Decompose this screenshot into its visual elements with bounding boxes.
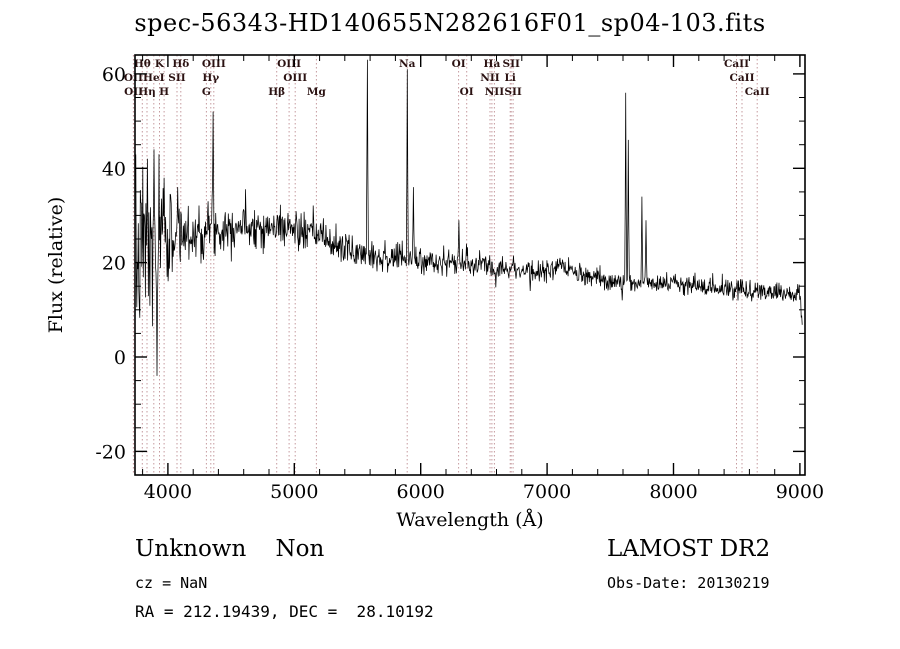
marker-label: OI [452,58,466,70]
marker-label: OII [124,86,143,98]
marker-label: Hθ [134,58,151,70]
marker-label: G [202,86,211,98]
marker-label: K [155,58,165,70]
marker-label: NII [485,86,505,98]
redshift-label: cz = NaN [135,574,208,592]
marker-label: CaII [745,86,770,98]
x-axis-title: Wavelength (Å) [396,509,543,531]
obs-date-label: Obs-Date: 20130219 [607,574,770,592]
y-tick-label: -20 [95,441,126,463]
marker-label: H [159,86,169,98]
marker-label: CaII [724,58,749,70]
marker-label: HeI [143,72,165,84]
marker-label: Mg [307,86,327,98]
marker-label: CaII [730,72,755,84]
plot-title: spec-56343-HD140655N282616F01_sp04-103.f… [134,9,766,37]
y-tick-label: 40 [102,158,126,180]
x-tick-label: 6000 [397,481,445,503]
marker-label: OII [124,72,143,84]
marker-label: SII [502,58,519,70]
marker-label: Li [505,72,516,84]
x-tick-label: 4000 [144,481,192,503]
plot-frame [134,54,806,476]
marker-label: NII [480,72,500,84]
marker-label: Hβ [268,86,285,98]
y-tick-label: 60 [102,64,126,86]
marker-label: SII [168,72,185,84]
spectrum-trace [135,59,803,376]
x-tick-label: 8000 [649,481,697,503]
marker-label: OIII [283,72,307,84]
marker-label: Hδ [172,58,189,70]
survey-label: LAMOST DR2 [607,536,771,562]
marker-label: OIII [277,58,301,70]
x-tick-label: 7000 [523,481,571,503]
x-tick-label: 9000 [776,481,824,503]
y-tick-label: 20 [102,253,126,275]
marker-label: Na [399,58,416,70]
marker-label: OIII [202,58,226,70]
x-tick-label: 5000 [270,481,318,503]
marker-label: Ha [484,58,501,70]
marker-label: Hη [138,86,156,98]
marker-label: OI [460,86,474,98]
classification-label: Unknown Non [135,536,325,562]
y-tick-label: 0 [114,347,126,369]
marker-label: SII [504,86,521,98]
coordinates-label: RA = 212.19439, DEC = 28.10192 [135,602,434,621]
marker-label: Hγ [202,72,219,84]
y-axis-title: Flux (relative) [45,197,67,334]
